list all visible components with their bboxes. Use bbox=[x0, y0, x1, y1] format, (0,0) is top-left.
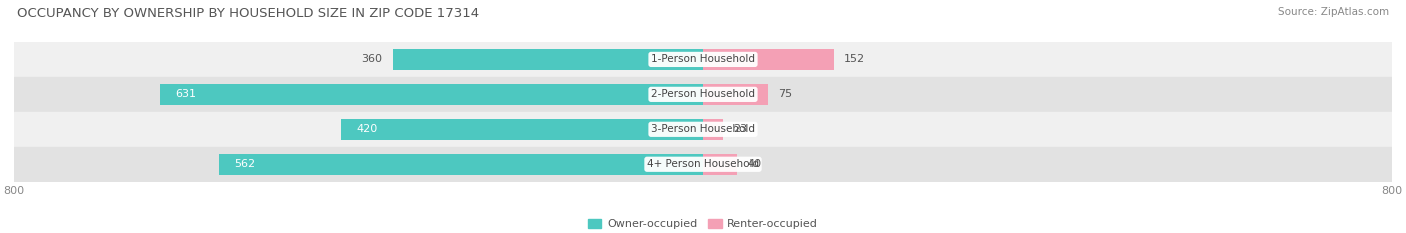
Bar bbox=[160, 84, 703, 105]
Text: 631: 631 bbox=[176, 89, 195, 99]
Bar bbox=[342, 119, 703, 140]
Text: 152: 152 bbox=[844, 55, 865, 64]
Bar bbox=[703, 119, 723, 140]
Text: 420: 420 bbox=[357, 124, 378, 134]
Text: 3-Person Household: 3-Person Household bbox=[651, 124, 755, 134]
Text: 562: 562 bbox=[235, 159, 256, 169]
Bar bbox=[219, 154, 703, 175]
Bar bbox=[14, 77, 1392, 112]
Text: 23: 23 bbox=[733, 124, 747, 134]
Bar bbox=[14, 112, 1392, 147]
Bar bbox=[14, 42, 1392, 77]
Legend: Owner-occupied, Renter-occupied: Owner-occupied, Renter-occupied bbox=[588, 219, 818, 229]
Text: 75: 75 bbox=[778, 89, 792, 99]
Text: 4+ Person Household: 4+ Person Household bbox=[647, 159, 759, 169]
Bar bbox=[703, 154, 738, 175]
Bar bbox=[14, 147, 1392, 182]
Text: 40: 40 bbox=[748, 159, 762, 169]
Text: 360: 360 bbox=[361, 55, 382, 64]
Text: OCCUPANCY BY OWNERSHIP BY HOUSEHOLD SIZE IN ZIP CODE 17314: OCCUPANCY BY OWNERSHIP BY HOUSEHOLD SIZE… bbox=[17, 7, 479, 20]
Text: 2-Person Household: 2-Person Household bbox=[651, 89, 755, 99]
Text: 1-Person Household: 1-Person Household bbox=[651, 55, 755, 64]
Bar bbox=[703, 84, 768, 105]
Text: Source: ZipAtlas.com: Source: ZipAtlas.com bbox=[1278, 7, 1389, 17]
Bar bbox=[392, 49, 703, 70]
Bar bbox=[703, 49, 834, 70]
